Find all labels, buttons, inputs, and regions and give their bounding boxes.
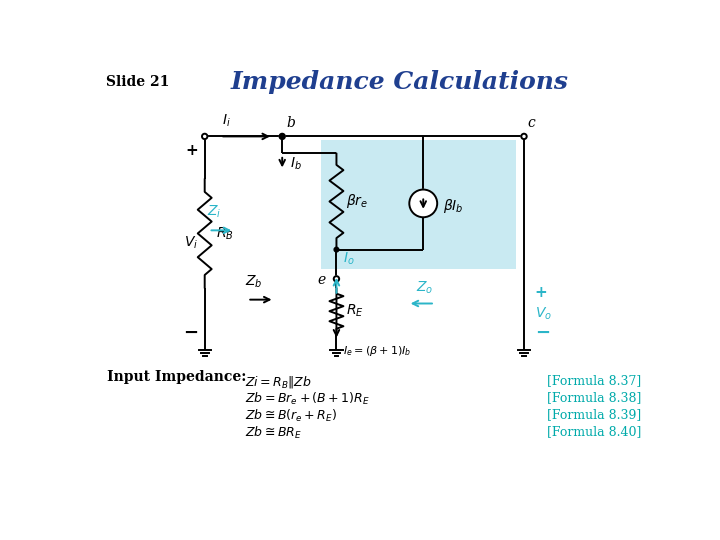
Circle shape [279, 134, 285, 139]
Text: c: c [527, 116, 535, 130]
Circle shape [521, 134, 527, 139]
Text: −: − [535, 324, 550, 342]
Text: $V_o$: $V_o$ [535, 306, 552, 322]
Text: Input Impedance:: Input Impedance: [107, 370, 246, 384]
Text: $V_i$: $V_i$ [184, 235, 199, 251]
Circle shape [202, 134, 207, 139]
Text: [Formula 8.40]: [Formula 8.40] [547, 425, 642, 438]
Text: $Zb \cong B(r_e + R_E)$: $Zb \cong B(r_e + R_E)$ [245, 408, 337, 424]
Bar [321, 140, 516, 269]
Text: $Zb = Br_e + (B + 1)R_E$: $Zb = Br_e + (B + 1)R_E$ [245, 392, 370, 407]
Text: [Formula 8.39]: [Formula 8.39] [547, 408, 642, 421]
Text: $Z_b$: $Z_b$ [245, 274, 263, 291]
Text: $I_i$: $I_i$ [222, 112, 231, 129]
Text: Impedance Calculations: Impedance Calculations [231, 70, 569, 94]
Circle shape [409, 190, 437, 217]
Text: Slide 21: Slide 21 [106, 75, 169, 89]
Text: e: e [318, 273, 325, 287]
Text: $Zb \cong BR_E$: $Zb \cong BR_E$ [245, 425, 302, 441]
Text: $I_e = (\beta + 1)I_b$: $I_e = (\beta + 1)I_b$ [343, 343, 411, 357]
Circle shape [334, 247, 339, 252]
Text: −: − [184, 324, 199, 342]
Text: b: b [287, 116, 296, 130]
Text: $I_b$: $I_b$ [290, 156, 302, 172]
Text: $Z_o$: $Z_o$ [415, 279, 433, 296]
Text: +: + [535, 285, 548, 300]
Text: $R_E$: $R_E$ [346, 303, 364, 319]
Text: $\beta r_e$: $\beta r_e$ [346, 192, 368, 211]
Text: [Formula 8.37]: [Formula 8.37] [547, 374, 642, 387]
Text: [Formula 8.38]: [Formula 8.38] [547, 392, 642, 404]
Text: $R_B$: $R_B$ [215, 225, 233, 241]
Text: $I_o$: $I_o$ [343, 250, 354, 267]
Text: $\beta I_b$: $\beta I_b$ [443, 197, 463, 215]
Text: $Zi = R_B\|Zb$: $Zi = R_B\|Zb$ [245, 374, 312, 390]
Text: +: + [186, 143, 199, 158]
Text: $Z_i$: $Z_i$ [207, 204, 222, 220]
Circle shape [280, 134, 284, 139]
Circle shape [334, 276, 339, 281]
